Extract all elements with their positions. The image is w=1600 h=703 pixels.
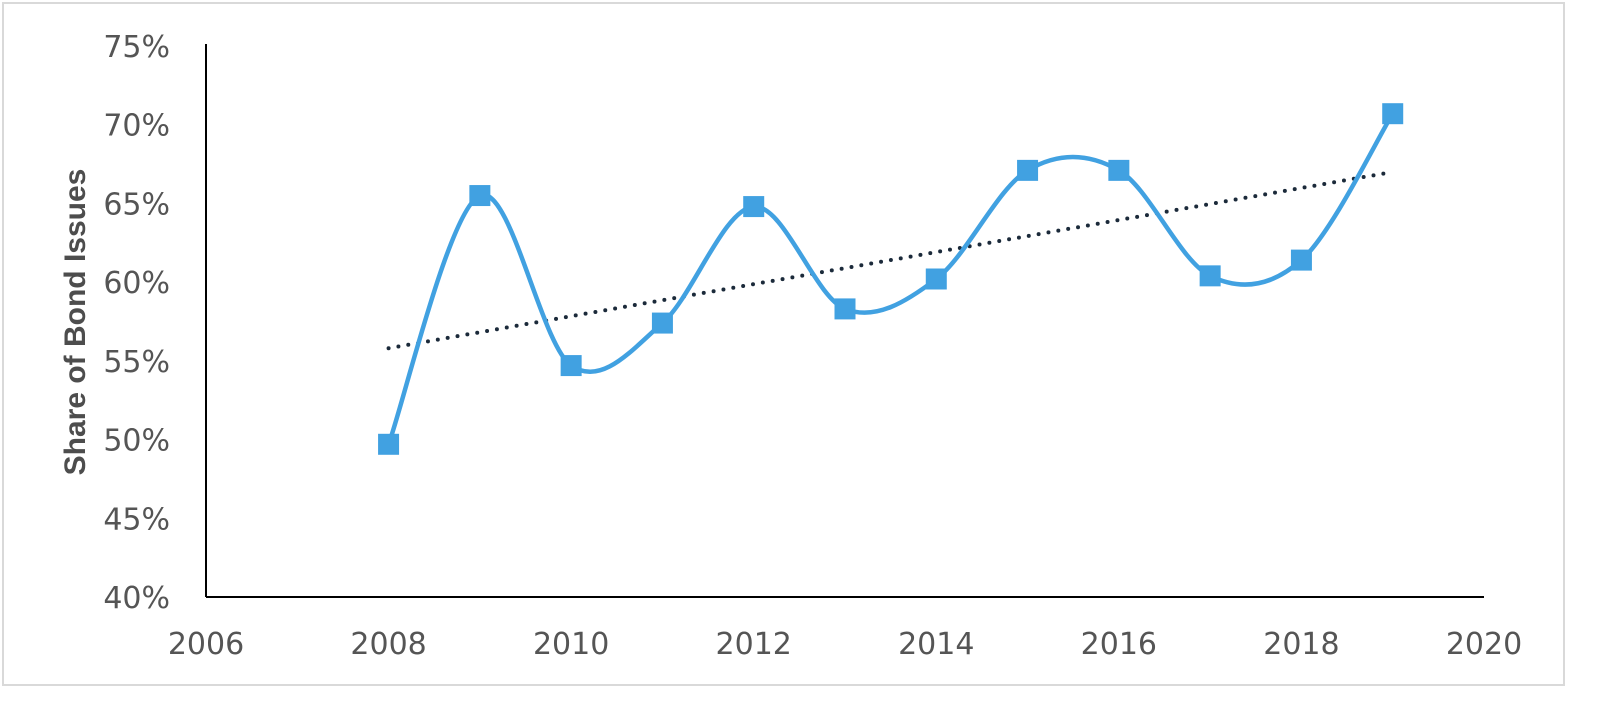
y-tick-label: 75%	[103, 30, 170, 65]
x-tick-label: 2020	[1446, 627, 1522, 662]
marker-layer	[378, 103, 1404, 455]
x-tick-label: 2006	[168, 627, 244, 662]
x-tick-label: 2012	[716, 627, 792, 662]
x-tick-label: 2014	[898, 627, 974, 662]
data-point-marker	[925, 268, 947, 290]
axes	[205, 44, 1484, 598]
data-point-marker	[651, 312, 673, 334]
data-point-marker	[743, 196, 765, 218]
y-tick-label: 45%	[103, 502, 170, 537]
data-point-marker	[1108, 159, 1130, 181]
y-tick-label: 55%	[103, 345, 170, 380]
data-point-marker	[1290, 249, 1312, 271]
trendline	[386, 169, 1395, 351]
data-point-marker	[378, 433, 400, 455]
x-tick-label: 2010	[533, 627, 609, 662]
y-axis-title: Share of Bond Issues	[59, 169, 92, 476]
series-layer	[386, 112, 1395, 446]
y-tick-label: 60%	[103, 266, 170, 301]
chart-frame	[2, 2, 1565, 686]
y-tick-label: 40%	[103, 581, 170, 616]
trendline-layer	[386, 169, 1395, 351]
y-tick-label: 50%	[103, 424, 170, 459]
x-tick-label: 2018	[1263, 627, 1339, 662]
data-point-marker	[834, 298, 856, 320]
x-tick-label: 2016	[1081, 627, 1157, 662]
series-line	[386, 112, 1395, 446]
y-tick-label: 65%	[103, 187, 170, 222]
tick-label-layer: 40% 45% 50% 55% 60% 65% 70% 75% 2006 2008 2010 2012…	[103, 30, 1522, 662]
data-point-marker	[469, 185, 491, 207]
data-point-marker	[1382, 103, 1404, 125]
data-point-marker	[1017, 159, 1039, 181]
data-point-marker	[560, 355, 582, 377]
x-tick-label: 2008	[350, 627, 426, 662]
data-point-marker	[1199, 265, 1221, 287]
y-tick-label: 70%	[103, 109, 170, 144]
